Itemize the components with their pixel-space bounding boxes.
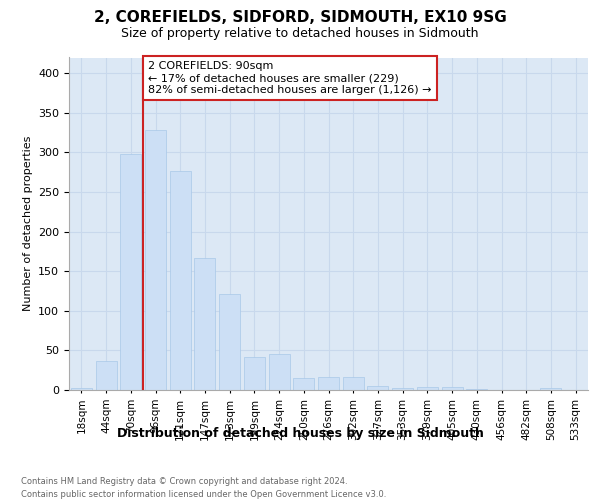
- Bar: [71, 388, 92, 390]
- Bar: [417, 387, 438, 390]
- Text: Size of property relative to detached houses in Sidmouth: Size of property relative to detached ho…: [121, 28, 479, 40]
- Bar: [442, 387, 463, 390]
- Bar: [95, 360, 116, 390]
- Text: 2 COREFIELDS: 90sqm
← 17% of detached houses are smaller (229)
82% of semi-detac: 2 COREFIELDS: 90sqm ← 17% of detached ho…: [148, 62, 431, 94]
- Text: Contains HM Land Registry data © Crown copyright and database right 2024.
Contai: Contains HM Land Registry data © Crown c…: [21, 478, 386, 499]
- Y-axis label: Number of detached properties: Number of detached properties: [23, 136, 32, 312]
- Bar: [194, 258, 215, 390]
- Bar: [392, 388, 413, 390]
- Bar: [466, 389, 487, 390]
- Bar: [541, 388, 562, 390]
- Bar: [219, 294, 240, 390]
- Bar: [367, 386, 388, 390]
- Text: Distribution of detached houses by size in Sidmouth: Distribution of detached houses by size …: [116, 428, 484, 440]
- Bar: [120, 154, 141, 390]
- Bar: [293, 378, 314, 390]
- Text: 2, COREFIELDS, SIDFORD, SIDMOUTH, EX10 9SG: 2, COREFIELDS, SIDFORD, SIDMOUTH, EX10 9…: [94, 10, 506, 25]
- Bar: [269, 354, 290, 390]
- Bar: [244, 357, 265, 390]
- Bar: [343, 378, 364, 390]
- Bar: [145, 130, 166, 390]
- Bar: [170, 170, 191, 390]
- Bar: [318, 378, 339, 390]
